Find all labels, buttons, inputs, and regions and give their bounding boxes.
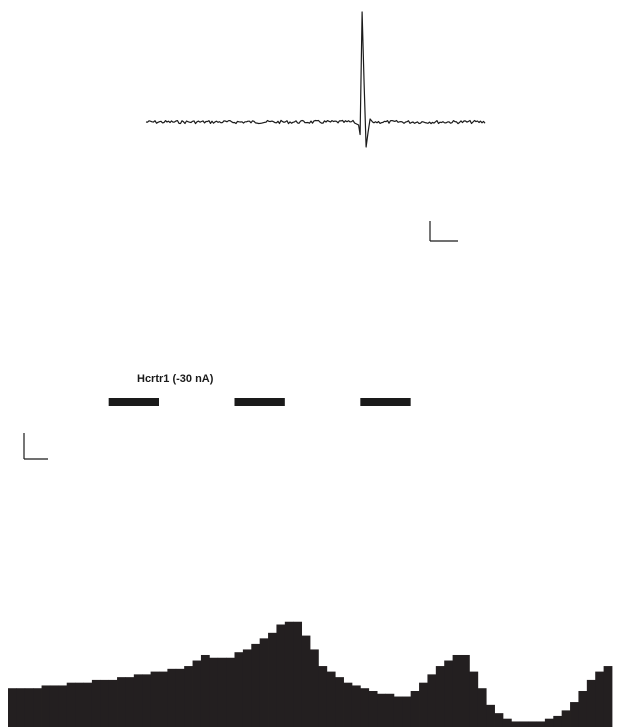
histogram-bar [469,672,478,727]
histogram-bar [58,685,67,727]
histogram-bar [511,721,520,727]
stimulus-label: Hcrtr1 (-30 nA) [137,373,214,385]
histogram-bar [386,694,395,727]
histogram-bar [201,655,210,727]
histogram-bar [276,625,285,727]
histogram-bar [184,666,193,727]
histogram-bar [570,702,579,727]
histogram-bar [151,672,160,727]
stimulus-period-bar [235,398,285,406]
histogram-bars [8,622,612,727]
histogram-bar [486,705,495,727]
histogram-bar [42,685,51,727]
histogram-bar [327,672,336,727]
histogram-bar [193,661,202,727]
histogram-bar [84,683,93,727]
histogram-bar [243,649,252,727]
histogram-bar [167,669,176,727]
histogram-bar [8,688,17,727]
histogram-bar [360,688,369,727]
histogram-bar [235,652,244,727]
stimulus-period-bar [109,398,159,406]
histogram-bar [528,721,537,727]
histogram-bar [520,721,529,727]
histogram-bar [537,721,546,727]
histogram-bar [318,666,327,727]
histogram-bar [369,691,378,727]
histogram-bar [419,683,428,727]
histogram-bar [495,713,504,727]
histogram-bar [503,719,512,727]
histogram-bar [578,691,587,727]
histogram-bar [604,666,613,727]
histogram-bar [478,688,487,727]
histogram-bar [251,644,260,727]
histogram-bar [595,672,604,727]
waveform-trace [146,12,485,147]
histogram-bar [436,666,445,727]
histogram-bar [402,697,411,727]
spike-waveform-panel [146,12,485,241]
histogram-bar [377,694,386,727]
histogram-bar [134,674,143,727]
histogram-bar [226,658,235,727]
rate-histogram-panel: Hcrtr1 (-30 nA) [8,373,612,727]
histogram-scale-bar [24,433,48,459]
histogram-bar [67,683,76,727]
histogram-bar [427,674,436,727]
histogram-bar [117,677,126,727]
histogram-bar [285,622,294,727]
histogram-bar [411,691,420,727]
histogram-bar [109,680,118,727]
histogram-bar [344,683,353,727]
histogram-bar [50,685,59,727]
histogram-bar [142,674,151,727]
histogram-bar [92,680,101,727]
stimulus-bars [109,398,411,406]
histogram-bar [16,688,25,727]
histogram-bar [25,688,34,727]
histogram-bar [293,622,302,727]
histogram-bar [553,716,562,727]
histogram-bar [268,633,277,727]
histogram-bar [394,697,403,727]
histogram-bar [125,677,134,727]
histogram-bar [310,649,319,727]
histogram-bar [302,636,311,727]
histogram-bar [444,661,453,727]
histogram-bar [461,655,470,727]
histogram-bar [352,685,361,727]
histogram-bar [176,669,185,727]
histogram-bar [562,710,571,727]
histogram-bar [335,677,344,727]
histogram-bar [587,680,596,727]
histogram-bar [545,719,554,727]
waveform-scale-bar [430,221,458,241]
histogram-bar [75,683,84,727]
histogram-bar [453,655,462,727]
histogram-bar [100,680,109,727]
histogram-bar [159,672,168,727]
histogram-bar [218,658,227,727]
histogram-bar [33,688,42,727]
histogram-bar [260,638,269,727]
histogram-bar [209,658,218,727]
stimulus-period-bar [360,398,410,406]
